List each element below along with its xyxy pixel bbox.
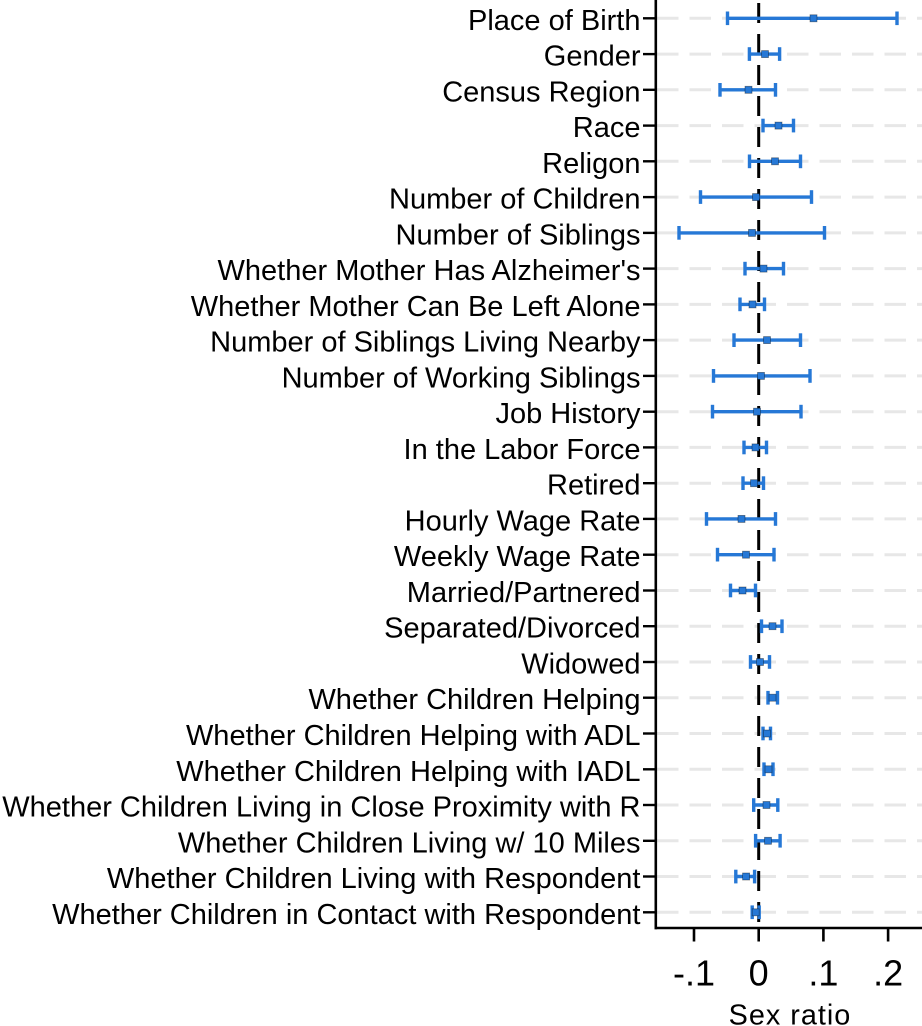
svg-text:Whether Children Helping: Whether Children Helping xyxy=(308,684,640,716)
svg-text:Whether Mother Has Alzheimer's: Whether Mother Has Alzheimer's xyxy=(218,255,641,287)
svg-text:0: 0 xyxy=(749,952,769,993)
svg-text:Number of Working Siblings: Number of Working Siblings xyxy=(282,362,641,394)
svg-text:Gender: Gender xyxy=(544,41,641,73)
svg-text:Hourly Wage Rate: Hourly Wage Rate xyxy=(405,505,641,537)
svg-text:Whether Children Helping with: Whether Children Helping with IADL xyxy=(176,756,640,788)
svg-text:Race: Race xyxy=(573,112,641,144)
svg-text:Place of Birth: Place of Birth xyxy=(468,5,640,37)
svg-text:Sex ratio: Sex ratio xyxy=(729,1000,852,1026)
svg-text:Separated/Divorced: Separated/Divorced xyxy=(384,613,640,645)
svg-text:Whether Children Living w/ 10: Whether Children Living w/ 10 Miles xyxy=(178,827,641,859)
svg-text:Whether Children Helping with: Whether Children Helping with ADL xyxy=(186,720,641,752)
svg-text:Number of Siblings Living Near: Number of Siblings Living Nearby xyxy=(210,327,641,359)
svg-text:Married/Partnered: Married/Partnered xyxy=(407,577,641,609)
svg-text:Whether Children Living in Clo: Whether Children Living in Close Proximi… xyxy=(2,792,640,824)
svg-text:Number of Children: Number of Children xyxy=(389,184,640,216)
svg-text:Census Region: Census Region xyxy=(442,76,640,108)
svg-text:.2: .2 xyxy=(873,952,903,993)
svg-text:.1: .1 xyxy=(808,952,838,993)
svg-text:Number of Siblings: Number of Siblings xyxy=(396,219,641,251)
svg-text:Religon: Religon xyxy=(542,148,640,180)
svg-text:Whether Mother Can Be Left Alo: Whether Mother Can Be Left Alone xyxy=(191,291,641,323)
svg-text:Job History: Job History xyxy=(495,398,641,430)
svg-text:Whether Children Living with R: Whether Children Living with Respondent xyxy=(107,863,641,895)
svg-text:Whether Children in Contact wi: Whether Children in Contact with Respond… xyxy=(52,899,640,931)
svg-text:Widowed: Widowed xyxy=(521,649,640,681)
svg-text:-.1: -.1 xyxy=(673,952,715,993)
svg-text:In the Labor Force: In the Labor Force xyxy=(404,434,641,466)
svg-text:Retired: Retired xyxy=(547,470,641,502)
svg-text:Weekly Wage Rate: Weekly Wage Rate xyxy=(394,541,641,573)
